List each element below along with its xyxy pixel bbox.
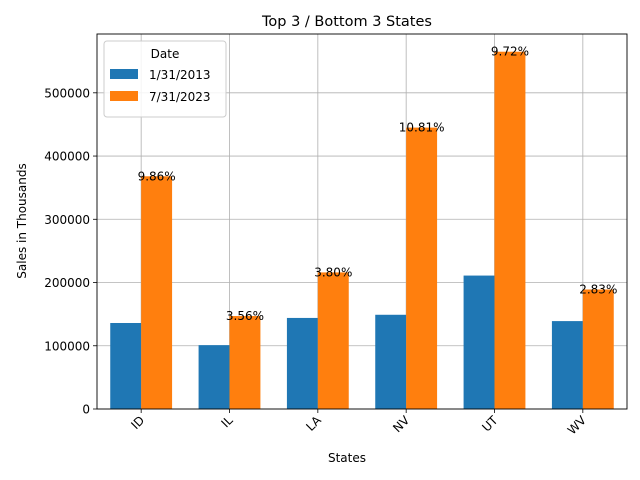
data-label-wv: 2.83% — [579, 282, 617, 296]
bar-ut-1-31-2013 — [463, 275, 495, 409]
bar-wv-7-31-2023 — [582, 289, 614, 409]
bar-id-7-31-2023 — [141, 176, 173, 409]
legend-swatch-1-31-2013 — [110, 69, 138, 79]
bar-il-1-31-2013 — [198, 345, 230, 409]
data-label-la: 3.80% — [314, 265, 352, 279]
y-tick-label: 500000 — [44, 86, 90, 100]
y-tick-label: 400000 — [44, 150, 90, 164]
data-label-il: 3.56% — [226, 309, 264, 323]
data-label-id: 9.86% — [138, 169, 176, 183]
bar-il-7-31-2023 — [229, 316, 261, 409]
legend-label-1-31-2013: 1/31/2013 — [149, 68, 211, 82]
y-tick-label: 300000 — [44, 213, 90, 227]
y-tick-label: 200000 — [44, 276, 90, 290]
y-axis-ticks: 0 100000 200000 300000 400000 500000 — [44, 86, 97, 417]
bar-nv-7-31-2023 — [406, 127, 438, 409]
bar-la-1-31-2013 — [286, 317, 318, 409]
data-label-ut: 9.72% — [491, 45, 529, 59]
y-axis-label: Sales in Thousands — [15, 163, 29, 278]
bar-nv-1-31-2013 — [375, 314, 407, 409]
plot-frame — [96, 33, 628, 410]
legend-swatch-7-31-2023 — [110, 91, 138, 101]
bar-wv-1-31-2013 — [551, 321, 583, 409]
data-label-nv: 10.81% — [399, 121, 445, 135]
bar-ut-7-31-2023 — [494, 51, 526, 410]
legend-title: Date — [151, 47, 180, 61]
bars — [110, 51, 614, 410]
bar-id-1-31-2013 — [110, 322, 142, 409]
y-tick-label: 100000 — [44, 339, 90, 353]
data-labels: 9.86% 3.56% 3.80% 10.81% 9.72% 2.83% — [138, 45, 618, 323]
x-axis-label: States — [328, 451, 366, 465]
chart-title: Top 3 / Bottom 3 States — [261, 14, 432, 30]
y-tick-label: 0 — [82, 403, 90, 417]
bar-la-7-31-2023 — [317, 272, 349, 409]
legend-label-7-31-2023: 7/31/2023 — [149, 90, 211, 104]
legend: Date 1/31/2013 7/31/2023 — [103, 40, 227, 118]
